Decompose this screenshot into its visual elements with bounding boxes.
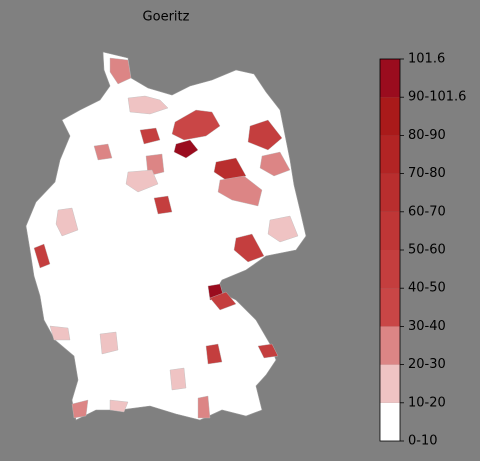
colorbar-band bbox=[380, 173, 400, 212]
colorbar-label: 0-10 bbox=[408, 434, 438, 449]
map-title: Goeritz bbox=[143, 10, 190, 25]
colorbar-label: 50-60 bbox=[408, 243, 446, 258]
colorbar-band bbox=[380, 211, 400, 250]
region bbox=[139, 127, 161, 145]
country-outline bbox=[25, 51, 307, 421]
region bbox=[171, 109, 221, 141]
colorbar-label: 40-50 bbox=[408, 281, 446, 296]
colorbar-band bbox=[380, 97, 400, 136]
region bbox=[49, 325, 71, 341]
colorbar-label: 30-40 bbox=[408, 319, 446, 334]
colorbar-label: 10-20 bbox=[408, 395, 446, 410]
colorbar-band bbox=[380, 135, 400, 174]
region bbox=[259, 151, 291, 177]
colorbar-label: 90-101.6 bbox=[408, 90, 466, 105]
colorbar-label: 20-30 bbox=[408, 357, 446, 372]
germany-map bbox=[25, 51, 307, 421]
region bbox=[33, 243, 51, 269]
region bbox=[205, 343, 223, 365]
colorbar-band bbox=[380, 326, 400, 365]
region bbox=[93, 143, 113, 161]
region bbox=[247, 119, 283, 151]
colorbar-label: 101.6 bbox=[408, 52, 445, 67]
colorbar-band bbox=[380, 402, 400, 441]
region bbox=[257, 343, 279, 359]
region bbox=[109, 399, 129, 413]
colorbar-band bbox=[380, 250, 400, 289]
colorbar-label: 60-70 bbox=[408, 204, 446, 219]
region bbox=[55, 207, 79, 237]
region bbox=[217, 175, 263, 207]
region bbox=[153, 195, 173, 215]
region bbox=[267, 215, 299, 243]
region bbox=[197, 395, 211, 419]
colorbar-band bbox=[380, 59, 400, 98]
region bbox=[209, 291, 237, 311]
region bbox=[109, 57, 132, 85]
colorbar-label: 80-90 bbox=[408, 128, 446, 143]
region bbox=[127, 95, 169, 115]
region bbox=[99, 331, 119, 355]
colorbar-band bbox=[380, 288, 400, 327]
region bbox=[169, 367, 187, 391]
region bbox=[233, 233, 265, 263]
colorbar-label: 70-80 bbox=[408, 166, 446, 181]
region bbox=[173, 139, 199, 159]
region bbox=[71, 399, 89, 419]
region bbox=[125, 169, 159, 193]
colorbar-band bbox=[380, 364, 400, 403]
